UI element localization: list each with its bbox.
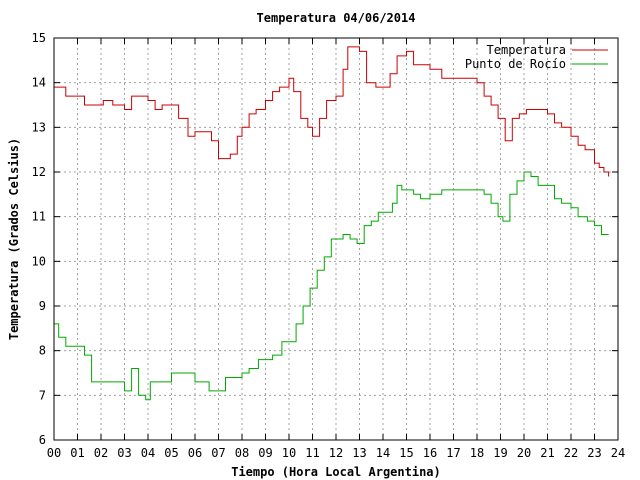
x-tick-label: 16 bbox=[423, 446, 437, 460]
x-tick-label: 17 bbox=[446, 446, 460, 460]
x-tick-label: 12 bbox=[329, 446, 343, 460]
x-tick-label: 01 bbox=[70, 446, 84, 460]
y-tick-label: 13 bbox=[32, 120, 46, 134]
y-tick-label: 8 bbox=[39, 344, 46, 358]
x-tick-label: 23 bbox=[587, 446, 601, 460]
x-tick-label: 05 bbox=[164, 446, 178, 460]
x-tick-label: 22 bbox=[564, 446, 578, 460]
x-tick-label: 13 bbox=[352, 446, 366, 460]
legend-label: Punto de Rocío bbox=[465, 57, 566, 71]
x-tick-label: 20 bbox=[517, 446, 531, 460]
grid-lines bbox=[54, 38, 618, 440]
x-tick-label: 09 bbox=[258, 446, 272, 460]
y-tick-label: 12 bbox=[32, 165, 46, 179]
x-tick-label: 11 bbox=[305, 446, 319, 460]
y-tick-label: 9 bbox=[39, 299, 46, 313]
chart-title: Temperatura 04/06/2014 bbox=[257, 11, 416, 25]
series-line-temperatura bbox=[54, 46, 610, 177]
x-tick-label: 00 bbox=[47, 446, 61, 460]
x-tick-label: 15 bbox=[399, 446, 413, 460]
x-tick-label: 06 bbox=[188, 446, 202, 460]
y-tick-label: 15 bbox=[32, 31, 46, 45]
tick-labels: 00 01 02 03 04 05 06 07 08 09 10 11 12 13 14 15 16 17 18 19… bbox=[32, 31, 626, 460]
axis-ticks bbox=[53, 37, 619, 441]
x-tick-label: 19 bbox=[493, 446, 507, 460]
x-tick-label: 21 bbox=[540, 446, 554, 460]
series-line-punto-de-rocio bbox=[54, 171, 609, 401]
x-tick-label: 14 bbox=[376, 446, 390, 460]
y-tick-label: 14 bbox=[32, 76, 46, 90]
series-layer bbox=[54, 46, 610, 401]
x-tick-label: 18 bbox=[470, 446, 484, 460]
x-tick-label: 04 bbox=[141, 446, 155, 460]
x-tick-label: 10 bbox=[282, 446, 296, 460]
x-axis-label: Tiempo (Hora Local Argentina) bbox=[231, 465, 441, 479]
y-tick-label: 10 bbox=[32, 254, 46, 268]
x-tick-label: 02 bbox=[94, 446, 108, 460]
x-tick-label: 24 bbox=[611, 446, 625, 460]
x-tick-label: 07 bbox=[211, 446, 225, 460]
y-tick-label: 6 bbox=[39, 433, 46, 447]
y-tick-label: 7 bbox=[39, 388, 46, 402]
legend-label: Temperatura bbox=[487, 43, 566, 57]
x-tick-label: 08 bbox=[235, 446, 249, 460]
y-axis-label: Temperatura (Grados Celsius) bbox=[7, 138, 21, 340]
x-tick-label: 03 bbox=[117, 446, 131, 460]
y-tick-label: 11 bbox=[32, 210, 46, 224]
